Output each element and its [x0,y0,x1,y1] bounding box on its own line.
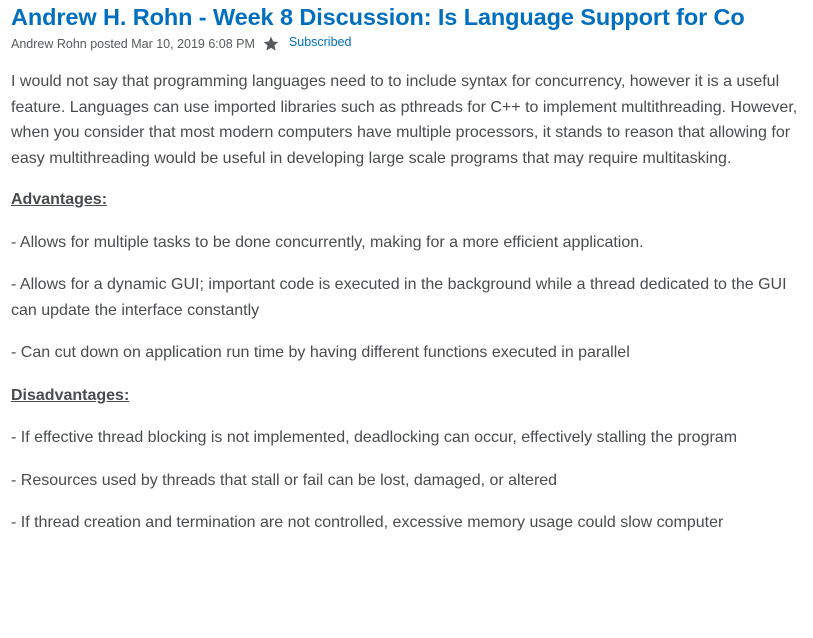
posted-by-text: Andrew Rohn posted Mar 10, 2019 6:08 PM [11,37,255,51]
star-icon[interactable] [262,34,282,54]
post-meta: Andrew Rohn posted Mar 10, 2019 6:08 PM … [11,34,807,54]
disadvantages-heading: Disadvantages: [11,386,130,404]
disadvantage-item: - Resources used by threads that stall o… [11,471,558,489]
intro-paragraph: I would not say that programming languag… [11,73,798,167]
post-title[interactable]: Andrew H. Rohn - Week 8 Discussion: Is L… [11,4,745,30]
advantage-item: - Can cut down on application run time b… [11,344,630,361]
disadvantage-item: - If effective thread blocking is not im… [11,429,738,446]
star-icon-graphic [263,36,279,51]
subscribed-link[interactable]: Subscribed [288,35,352,49]
advantage-item: - Allows for multiple tasks to be done c… [11,233,644,251]
post-body: I would not say that programming languag… [11,69,807,536]
disadvantage-item: - If thread creation and termination are… [11,514,724,531]
advantages-heading: Advantages: [11,191,108,208]
advantage-item: - Allows for a dynamic GUI; important co… [11,276,787,319]
